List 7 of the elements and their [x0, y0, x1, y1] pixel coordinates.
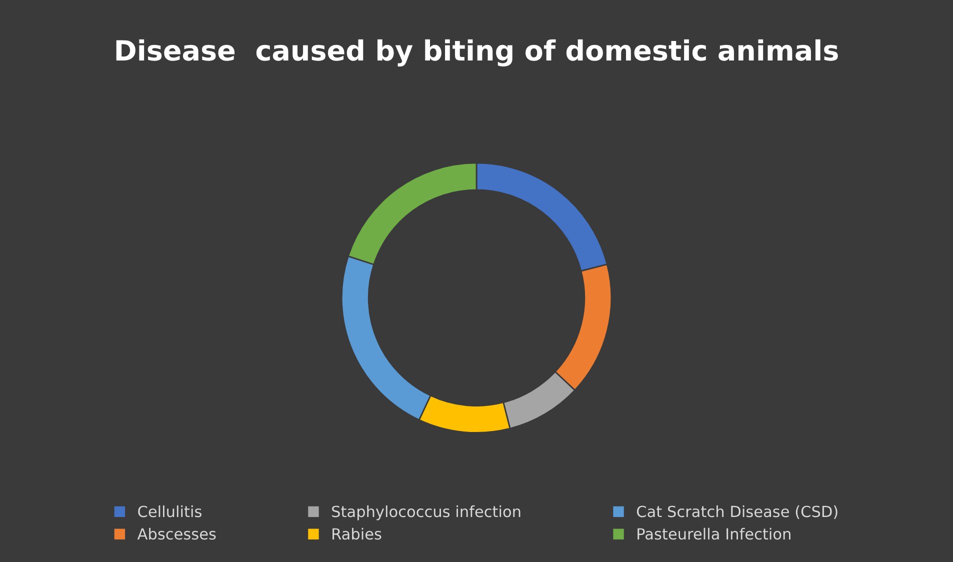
chart-title: Disease caused by biting of domestic animals	[116, 39, 838, 66]
legend-label: Cat Scratch Disease (CSD)	[636, 505, 838, 520]
legend-label: Cellulitis	[138, 505, 202, 518]
legend-label: Pasteurella Infection	[638, 528, 790, 540]
legend-label: Staphylococcus infection	[332, 505, 520, 520]
legend-label: Rabies	[332, 528, 382, 540]
legend-label: Abscesses	[137, 528, 216, 540]
